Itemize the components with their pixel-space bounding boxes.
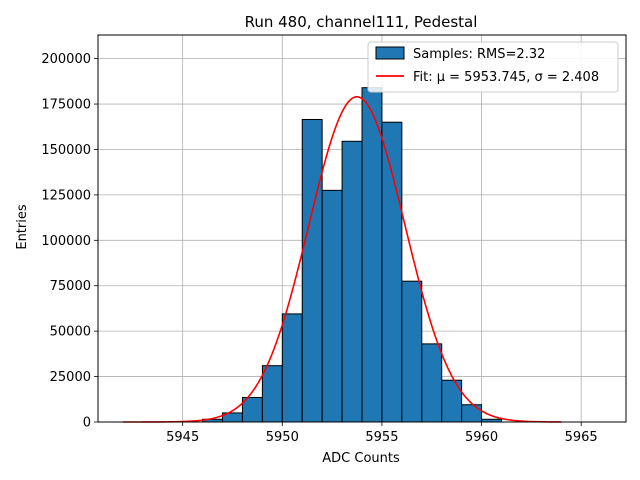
histogram-bar	[421, 343, 443, 423]
y-tick-label: 25000	[50, 370, 91, 385]
axis-ticks: 5945 5950 5955 5960 5965 0 25000 50000 75000 1000…	[41, 52, 597, 445]
legend-box	[367, 41, 619, 93]
histogram-bar	[321, 189, 343, 423]
histogram-bar	[461, 404, 483, 423]
legend-label-fit: Fit: μ = 5953.745, σ = 2.408	[413, 70, 599, 85]
histogram-bar	[341, 140, 363, 423]
y-tick-label: 175000	[41, 98, 91, 113]
histogram-bar	[401, 280, 423, 423]
x-tick-label: 5950	[266, 430, 299, 445]
y-tick-label: 0	[83, 416, 91, 431]
y-tick-label: 125000	[41, 188, 91, 203]
legend: Samples: RMS=2.32 Fit: μ = 5953.745, σ =…	[367, 41, 619, 93]
histogram-bars	[202, 87, 502, 423]
histogram-bar	[281, 313, 303, 423]
histogram-bar	[361, 87, 383, 423]
gaussian-fit-curve	[122, 96, 562, 423]
x-tick-label: 5945	[166, 430, 199, 445]
histogram-bar	[301, 118, 323, 423]
legend-swatch-samples	[375, 46, 405, 60]
y-tick-label: 150000	[41, 143, 91, 158]
x-tick-label: 5960	[465, 430, 498, 445]
histogram-bar	[381, 121, 403, 423]
histogram-bar	[261, 365, 283, 423]
fit-curve-layer	[122, 96, 562, 423]
x-tick-label: 5965	[565, 430, 598, 445]
y-tick-label: 100000	[41, 234, 91, 249]
y-axis-label: Entries	[15, 204, 30, 250]
x-axis-label: ADC Counts	[322, 451, 400, 466]
chart-title: Run 480, channel111, Pedestal	[245, 13, 478, 31]
y-tick-label: 200000	[41, 52, 91, 67]
legend-label-samples: Samples: RMS=2.32	[413, 47, 545, 62]
x-tick-label: 5955	[365, 430, 398, 445]
y-tick-label: 75000	[50, 279, 91, 294]
y-tick-label: 50000	[50, 325, 91, 340]
plot-frame	[97, 34, 627, 423]
